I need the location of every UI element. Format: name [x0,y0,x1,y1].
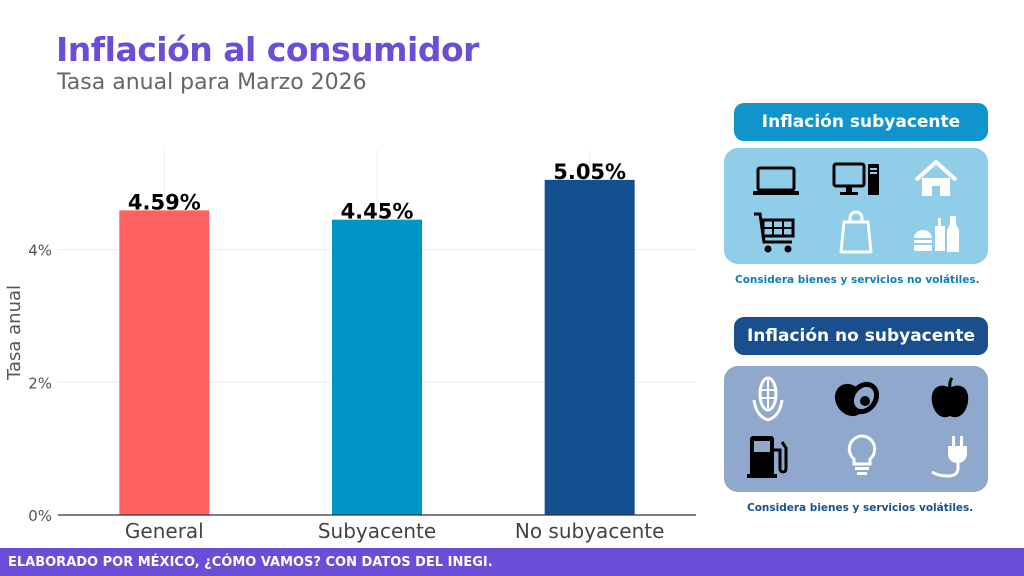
x-tick-label: No subyacente [515,519,665,543]
no-subyacente-panel-header: Inflación no subyacente [734,317,988,355]
laptop-icon [750,156,802,204]
footer-text: ELABORADO POR MÉXICO, ¿CÓMO VAMOS? CON D… [8,554,493,570]
x-tick-label: Subyacente [318,519,436,543]
y-axis-title: Tasa anual [4,285,25,381]
data-label: 4.59% [128,190,201,214]
data-label: 5.05% [553,160,626,184]
source-footer: ELABORADO POR MÉXICO, ¿CÓMO VAMOS? CON D… [0,548,1024,576]
gas-pump-icon [742,432,794,480]
bar-2 [332,219,422,515]
subyacente-panel-note: Considera bienes y servicios no volátile… [735,274,980,286]
house-icon [910,156,962,204]
shopping-cart-icon [750,208,802,256]
bar-chart: 0% 2% 4% 4.59% General 4.45% Subyacente 5.05% No… [4,150,696,543]
x-tick-label: General [125,519,204,543]
food-and-drinks-icon [910,208,962,256]
no-subyacente-panel-note: Considera bienes y servicios volátiles. [747,502,974,514]
chart-title: Inflación al consumidor [56,30,479,69]
no-subyacente-icons-panel [724,366,988,492]
y-tick-label: 2% [28,374,52,392]
chart-subtitle: Tasa anual para Marzo 2026 [57,70,367,95]
data-label: 4.45% [341,200,414,224]
light-bulb-icon [836,432,888,480]
y-tick-label: 4% [28,242,52,260]
subyacente-panel-header: Inflación subyacente [734,103,988,141]
electric-plug-icon [924,432,976,480]
bar-1 [119,210,210,515]
y-tick-label: 0% [28,507,52,525]
shopping-bag-icon [830,208,882,256]
corn-icon [742,374,794,422]
subyacente-icons-panel [724,148,988,264]
apple-icon [924,374,976,422]
bar-3 [544,179,635,515]
avocado-icon [830,374,882,422]
desktop-computer-icon [830,156,882,204]
